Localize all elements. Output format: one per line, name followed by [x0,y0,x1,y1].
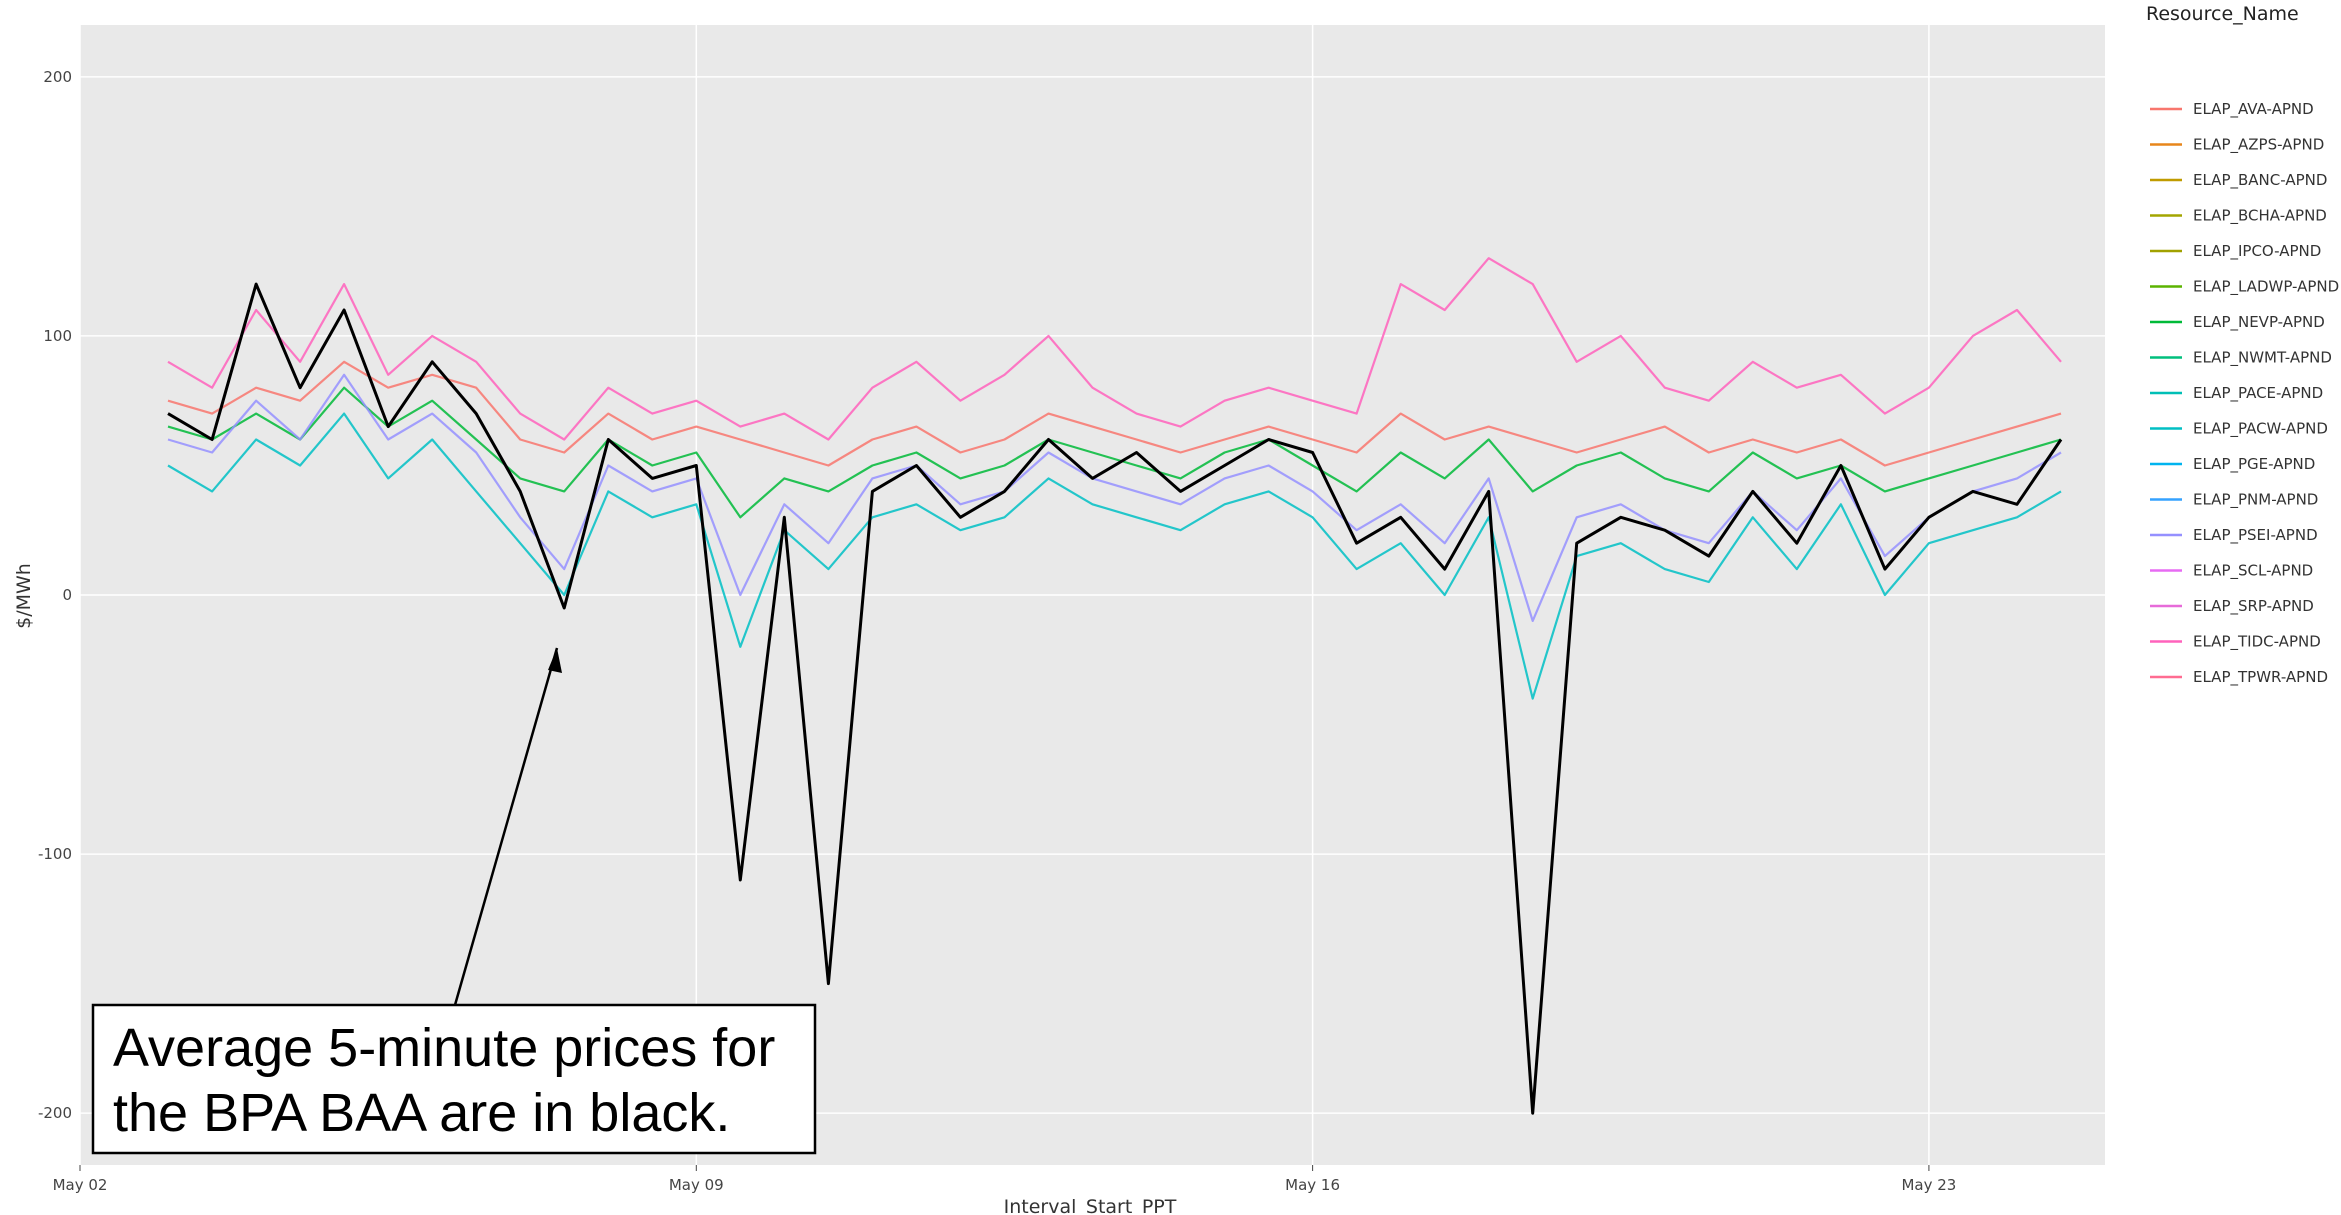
price-series-line [167,257,2062,441]
legend-entry-label: ELAP_PSEI-APND [2193,526,2318,545]
legend-entry-label: ELAP_PGE-APND [2193,455,2315,474]
bpa-series-line [167,282,2063,1115]
y-tick-label: 200 [43,68,72,86]
annotation: Average 5-minute prices for the BPA BAA … [91,647,817,1155]
legend-entry-label: ELAP_NEVP-APND [2193,313,2325,332]
series-layer [167,257,2063,1115]
legend-entry-label: ELAP_PNM-APND [2193,491,2318,510]
legend-entry-label: ELAP_AVA-APND [2193,100,2314,119]
legend-entry-label: ELAP_BANC-APND [2193,171,2327,190]
y-axis-title: $/MWh [13,563,35,629]
legend-entry-label: ELAP_IPCO-APND [2193,242,2321,261]
x-tick-label: May 23 [1901,1176,1956,1194]
price-series-line [167,412,2062,700]
annotation-box [91,1003,817,1155]
annotation-line-1: Average 5-minute prices for [113,1018,775,1078]
legend-entry-label: ELAP_TPWR-APND [2193,668,2328,687]
y-tick-label: -200 [38,1104,72,1122]
legend-entry-label: ELAP_LADWP-APND [2193,278,2339,297]
y-axis-ticks: -200 -100 0 100 200 [38,68,72,1122]
x-tick-label: May 16 [1285,1176,1340,1194]
legend-entry-label: ELAP_PACW-APND [2193,420,2328,439]
annotation-line-2: the BPA BAA are in black. [113,1083,730,1143]
legend: ELAP_AVA-APND ELAP_AZPS-APND ELAP_BANC-APN… [2150,100,2339,687]
legend-entry-label: ELAP_PACE-APND [2193,384,2323,403]
legend-entry-label: ELAP_SCL-APND [2193,562,2313,581]
legend-entry-label: ELAP_AZPS-APND [2193,136,2324,155]
annotation-arrow [453,647,559,1006]
y-tick-label: 0 [62,586,72,604]
y-tick-label: -100 [38,845,72,863]
legend-entry-label: ELAP_BCHA-APND [2193,207,2327,226]
x-axis-ticks: May 02 May 09 May 16 May 23 [53,1165,1956,1194]
price-series-line [167,360,2062,467]
legend-title: Resource_Name [2146,3,2299,25]
legend-entry-label: ELAP_NWMT-APND [2193,349,2332,368]
legend-entry-label: ELAP_SRP-APND [2193,597,2314,616]
x-axis-title: Interval_Start_PPT [1004,1196,1177,1215]
legend-entry-label: ELAP_TIDC-APND [2193,633,2321,652]
x-tick-label: May 09 [669,1176,724,1194]
price-series-line [167,386,2062,519]
y-tick-label: 100 [43,327,72,345]
x-tick-label: May 02 [53,1176,108,1194]
annotation-arrowhead [548,648,562,673]
